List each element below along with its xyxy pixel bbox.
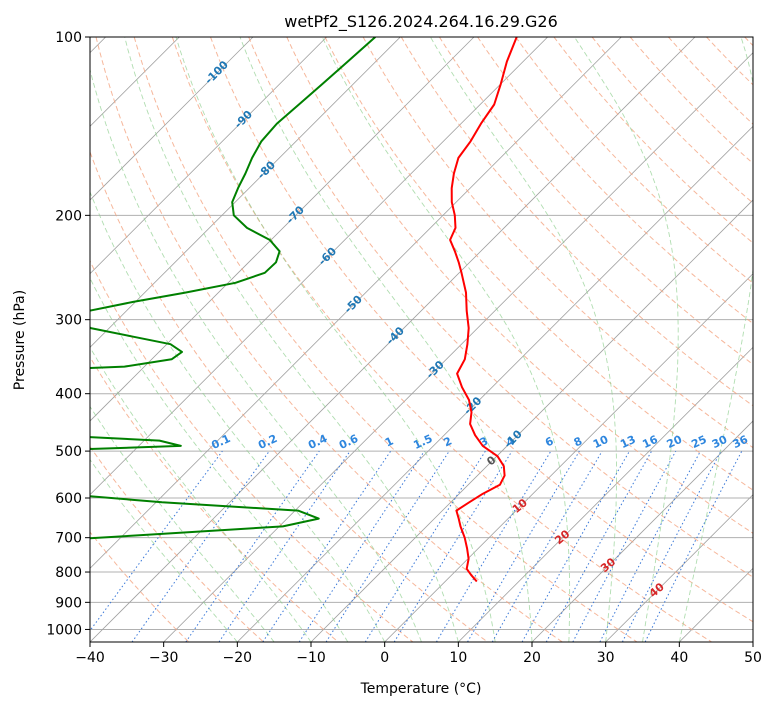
x-tick-label: −10 <box>296 650 326 666</box>
moist-adiabat-line <box>678 37 753 642</box>
dry-adiabat-line <box>133 37 638 642</box>
isotherm-line <box>458 346 753 642</box>
dry-adiabat-line <box>324 37 753 491</box>
mixing-ratio-label: 13 <box>618 433 637 451</box>
mixing-ratio-line <box>545 450 653 642</box>
moist-adiabat-line <box>90 67 422 642</box>
dry-adiabat-line <box>90 150 488 642</box>
y-tick-label: 400 <box>55 387 82 403</box>
isotherm-line <box>90 37 401 348</box>
mixing-ratio-line <box>185 450 320 642</box>
mixing-ratio-line <box>521 450 630 642</box>
x-axis: −40 −30 −20 −10 0 10 20 30 40 50 <box>75 642 762 666</box>
isotherm-line <box>384 273 753 642</box>
isotherm-line <box>90 37 475 422</box>
mixing-ratio-line <box>393 450 513 642</box>
isotherm-line <box>90 37 254 201</box>
y-axis: 100 200 300 400 500 600 700 800 900 1000 <box>46 30 90 638</box>
temperature-series-line <box>449 37 518 583</box>
plot-background <box>90 37 753 642</box>
mixing-ratio-line <box>644 450 743 642</box>
x-tick-label: 20 <box>523 650 541 666</box>
series-layer <box>90 37 518 583</box>
mixing-ratio-line <box>218 450 351 642</box>
isotherm-line <box>90 37 622 569</box>
y-tick-label: 700 <box>55 531 82 547</box>
x-tick-label: 10 <box>449 650 467 666</box>
dry-adiabat-line <box>286 37 753 534</box>
x-axis-title: Temperature (°C) <box>360 681 482 697</box>
mixing-ratio-line <box>325 450 450 642</box>
moist-adiabat-line <box>90 277 349 642</box>
background-lines <box>90 37 753 642</box>
y-tick-label: 900 <box>55 595 82 611</box>
moist-adiabat-line <box>175 37 496 642</box>
y-tick-label: 100 <box>55 30 82 46</box>
dry-adiabat-line <box>90 356 339 642</box>
moist-adiabat-line <box>239 37 533 642</box>
mixing-ratio-line <box>131 450 270 642</box>
moist-adiabat-line <box>90 346 312 642</box>
mixing-ratio-line <box>262 450 392 642</box>
y-tick-label: 800 <box>55 565 82 581</box>
mixing-ratio-label: 30 <box>710 433 730 451</box>
isotherm-line <box>237 125 753 642</box>
x-tick-label: 50 <box>744 650 762 666</box>
isotherm-line <box>90 37 327 275</box>
x-tick-label: 30 <box>597 650 615 666</box>
dry-adiabat-line <box>210 37 753 623</box>
x-tick-label: −30 <box>149 650 179 666</box>
dry-adiabat-line <box>477 37 753 325</box>
x-tick-label: −20 <box>223 650 253 666</box>
moist-adiabat-line <box>90 458 238 642</box>
y-axis-title: Pressure (hPa) <box>12 290 28 390</box>
dry-adiabat-line <box>248 37 753 578</box>
dry-adiabat-line <box>90 531 190 642</box>
dry-adiabat-line <box>400 37 753 407</box>
x-tick-label: 40 <box>670 650 688 666</box>
isotherm-line <box>605 494 753 642</box>
mixing-ratio-label: 20 <box>665 433 685 451</box>
x-tick-label: −40 <box>75 650 105 666</box>
isotherm-line <box>90 37 548 496</box>
isotherm-line <box>163 52 753 642</box>
mixing-ratio-line <box>90 450 223 632</box>
y-tick-label: 200 <box>55 208 82 224</box>
mixing-ratio-label: 10 <box>591 433 611 451</box>
y-tick-label: 600 <box>55 491 82 507</box>
dry-adiabat-line <box>90 445 264 642</box>
mixing-ratio-label: 36 <box>731 433 751 451</box>
moist-adiabat-line <box>124 37 459 642</box>
moist-adiabat-line <box>321 37 571 642</box>
moist-adiabat-line <box>90 405 275 642</box>
mixing-ratio-line <box>572 450 677 642</box>
y-tick-label: 500 <box>55 444 82 460</box>
dry-adiabat-line <box>90 259 414 642</box>
moist-adiabat-line <box>574 37 679 642</box>
plot-frame <box>89 36 754 643</box>
dewpoint-series-line <box>90 37 376 540</box>
y-tick-label: 1000 <box>46 622 82 638</box>
mixing-ratio-label: 25 <box>689 433 708 451</box>
chart-title: wetPf2_S126.2024.264.16.29.G26 <box>284 12 558 32</box>
dry-adiabat-line <box>438 37 753 366</box>
dry-adiabat-line <box>95 37 563 642</box>
dry-adiabat-line <box>515 37 753 284</box>
isotherm-line <box>531 420 753 642</box>
dry-adiabat-line <box>362 37 753 449</box>
y-tick-label: 300 <box>55 313 82 329</box>
x-tick-label: 0 <box>380 650 389 666</box>
moist-adiabat-line <box>430 37 617 642</box>
mixing-ratio-label: 16 <box>640 433 660 451</box>
mixing-ratio-line <box>298 450 425 642</box>
